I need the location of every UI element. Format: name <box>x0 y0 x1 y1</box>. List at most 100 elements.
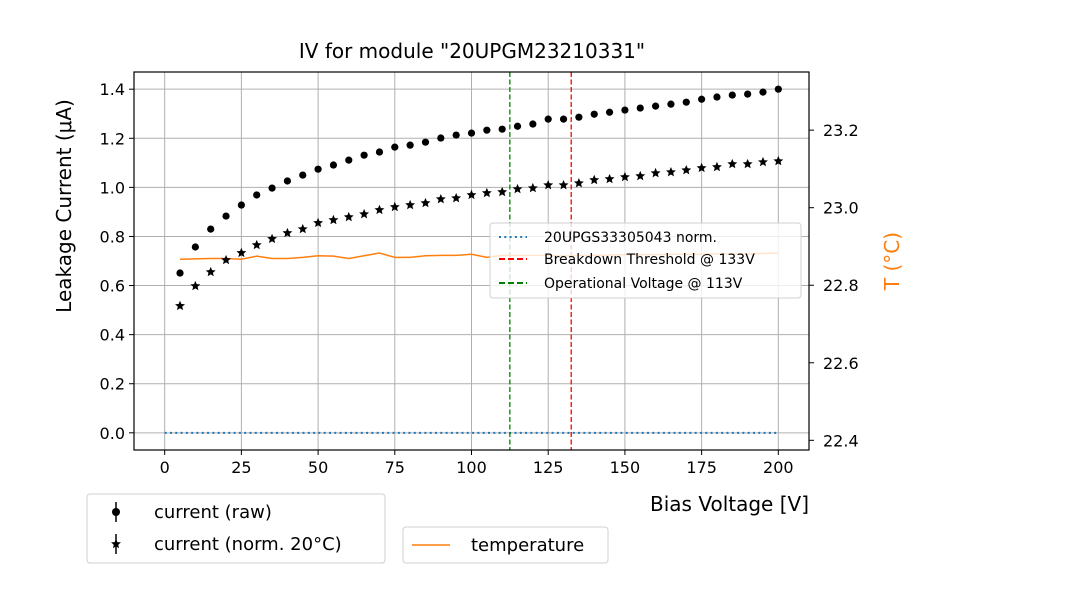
legend-label-temperature: temperature <box>471 535 584 556</box>
normalized-current-point <box>359 208 370 219</box>
raw-current-point <box>559 115 568 123</box>
y-tick-label: 0.0 <box>100 424 125 443</box>
raw-current-point <box>713 93 721 101</box>
raw-current-point <box>375 148 384 156</box>
raw-current-point <box>483 126 491 134</box>
y2-tick-label: 22.8 <box>823 276 859 295</box>
raw-current-point <box>253 191 261 199</box>
normalized-current-point <box>558 179 569 190</box>
y-axis-label: Leakage Current (μA) <box>52 99 76 313</box>
raw-current-point <box>651 102 660 110</box>
normalized-current-point <box>221 254 231 265</box>
raw-current-point <box>590 110 598 118</box>
y2-tick-label: 23.0 <box>823 199 859 218</box>
raw-current-point <box>529 120 537 128</box>
y2-tick-label: 22.6 <box>823 354 859 373</box>
normalized-current-point <box>696 162 707 173</box>
y-tick-label: 1.0 <box>100 178 125 197</box>
normalized-current-point <box>374 204 385 215</box>
raw-current-point <box>360 151 368 159</box>
raw-current-point <box>191 243 199 251</box>
normalized-current-point <box>451 192 462 203</box>
legend-label-operational: Operational Voltage @ 113V <box>544 276 743 292</box>
raw-current-point <box>774 85 782 93</box>
y-tick-label: 0.6 <box>100 277 125 296</box>
raw-current-point <box>299 171 307 179</box>
raw-current-point <box>207 225 215 233</box>
raw-current-point <box>237 201 245 209</box>
normalized-current-point <box>589 174 600 185</box>
x-tick-label: 100 <box>456 458 487 477</box>
legend-label-reference-module: 20UPGS33305043 norm. <box>544 230 717 246</box>
normalized-current-point <box>389 201 400 212</box>
normalized-current-point <box>251 239 262 250</box>
raw-current-point <box>698 95 706 103</box>
x-tick-label: 200 <box>763 458 794 477</box>
raw-current-point <box>667 100 675 108</box>
raw-current-point <box>391 143 399 151</box>
normalized-current-point <box>681 164 692 175</box>
raw-current-point <box>621 106 629 114</box>
normalized-current-point <box>512 183 523 194</box>
normalized-current-point <box>635 170 646 181</box>
normalized-current-point <box>435 193 446 204</box>
raw-current-point <box>467 129 476 137</box>
normalized-current-point <box>543 179 554 190</box>
raw-current-point <box>452 131 460 139</box>
y2-tick-label: 23.2 <box>823 121 859 140</box>
legend-circle-marker-icon <box>112 508 120 516</box>
y-tick-label: 0.2 <box>100 375 125 394</box>
normalized-current-point <box>405 199 416 210</box>
normalized-current-point <box>328 214 339 225</box>
temperature-legend: temperature <box>402 526 609 564</box>
y-ticks: 0.0 0.2 0.4 0.6 0.8 1.0 1.2 1.4 <box>100 80 134 443</box>
x-axis-label: Bias Voltage [V] <box>650 492 809 516</box>
raw-current-point <box>437 134 445 142</box>
raw-current-point <box>575 113 583 121</box>
normalized-current-point <box>481 187 492 198</box>
raw-current-point <box>498 125 506 133</box>
normalized-current-point <box>466 189 477 200</box>
x-tick-label: 50 <box>308 458 328 477</box>
raw-current-point <box>744 90 752 98</box>
raw-current-point <box>544 115 552 123</box>
y-tick-label: 0.8 <box>100 227 125 246</box>
current-legend: current (raw) current (norm. 20°C) <box>86 493 386 564</box>
normalized-current-point <box>282 227 293 238</box>
normalized-current-point <box>190 280 201 291</box>
x-ticks: 0 25 50 75 100 125 150 175 200 <box>160 450 794 477</box>
raw-current-point <box>345 156 353 164</box>
reference-legend: 20UPGS33305043 norm. Breakdown Threshold… <box>489 222 802 299</box>
x-tick-label: 0 <box>160 458 170 477</box>
raw-current-point <box>682 98 690 106</box>
x-tick-label: 125 <box>533 458 564 477</box>
legend-label-current-raw: current (raw) <box>154 502 272 523</box>
normalized-current-point <box>665 166 676 177</box>
normalized-current-point <box>773 155 784 166</box>
y2-ticks: 22.4 22.6 22.8 23.0 23.2 <box>809 121 859 450</box>
y-tick-label: 1.4 <box>100 80 125 99</box>
y2-axis-label: T (°C) <box>880 232 904 291</box>
chart-title: IV for module "20UPGM23210331" <box>299 39 645 63</box>
legend-label-current-norm: current (norm. 20°C) <box>154 534 342 555</box>
y2-tick-label: 22.4 <box>823 431 859 450</box>
x-tick-label: 25 <box>231 458 251 477</box>
raw-current-point <box>314 165 322 173</box>
normalized-current-point <box>313 217 324 228</box>
raw-current-point <box>728 91 736 99</box>
y-tick-label: 0.4 <box>100 326 125 345</box>
normalized-current-point <box>236 247 247 258</box>
raw-current-point <box>329 161 338 169</box>
raw-current-point <box>421 138 430 146</box>
normalized-current-point <box>297 223 308 234</box>
raw-current-point <box>406 141 414 149</box>
normalized-current-point <box>420 197 431 208</box>
normalized-current-point <box>175 300 185 311</box>
raw-current-point <box>283 177 292 185</box>
normalized-current-point <box>619 171 630 182</box>
normalized-current-point <box>205 266 216 277</box>
y-tick-label: 1.2 <box>100 129 125 148</box>
normalized-current-point <box>343 211 354 222</box>
normalized-current-point <box>497 186 508 197</box>
x-tick-label: 75 <box>385 458 405 477</box>
